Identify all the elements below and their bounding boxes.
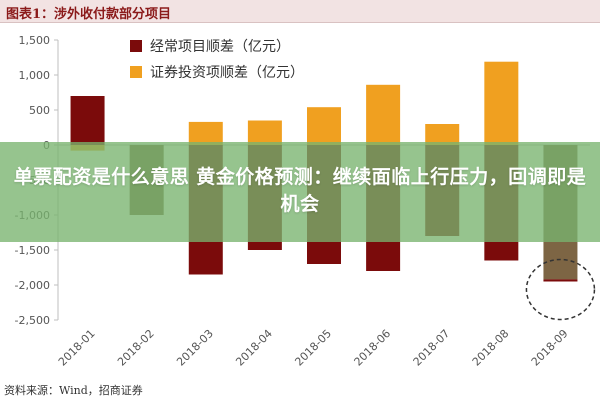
bar-securities: [366, 84, 401, 145]
x-tick-label: 2018-04: [233, 327, 275, 369]
bar-securities: [425, 124, 460, 145]
y-tick-label: -1,500: [15, 244, 50, 257]
chart-legend: 经常项目顺差（亿元） 证券投资项顺差（亿元）: [130, 39, 304, 81]
legend-swatch: [130, 40, 142, 52]
bar-securities: [188, 121, 223, 145]
x-tick-label: 2018-01: [56, 327, 98, 369]
bar-securities: [307, 107, 341, 145]
overlay-caption: 单票配资是什么意思 黄金价格预测：继续面临上行压力，回调即是机会: [13, 166, 587, 215]
chart-annotation: [525, 258, 596, 321]
figure-header: 图表1：涉外收付款部分项目: [0, 0, 600, 23]
source-note: 资料来源：Wind，招商证券: [4, 384, 143, 397]
y-tick-label: 1,500: [19, 34, 51, 47]
y-tick-label: -2,500: [15, 314, 50, 327]
legend-label: 证券投资项顺差（亿元）: [150, 65, 304, 81]
figure-title: 图表1：涉外收付款部分项目: [6, 7, 172, 22]
legend-label: 经常项目顺差（亿元）: [150, 39, 290, 55]
y-tick-label: -2,000: [15, 279, 50, 292]
caption-overlay: 单票配资是什么意思 黄金价格预测：继续面临上行压力，回调即是机会: [0, 142, 600, 242]
bar-current-account: [543, 279, 578, 282]
y-tick-label: 500: [29, 104, 50, 117]
x-tick-label: 2018-05: [292, 327, 334, 369]
bar-securities: [484, 61, 519, 146]
x-tick-label: 2018-07: [411, 327, 453, 369]
legend-swatch: [130, 66, 142, 78]
bar-securities: [247, 120, 282, 145]
x-tick-label: 2018-08: [470, 327, 512, 369]
highlight-circle: [525, 258, 596, 321]
x-tick-label: 2018-06: [352, 327, 394, 369]
x-tick-label: 2018-09: [529, 327, 571, 369]
x-tick-label: 2018-02: [115, 327, 157, 369]
bar-current-account: [70, 96, 105, 145]
x-tick-label: 2018-03: [174, 327, 216, 369]
y-tick-label: 1,000: [19, 69, 51, 82]
